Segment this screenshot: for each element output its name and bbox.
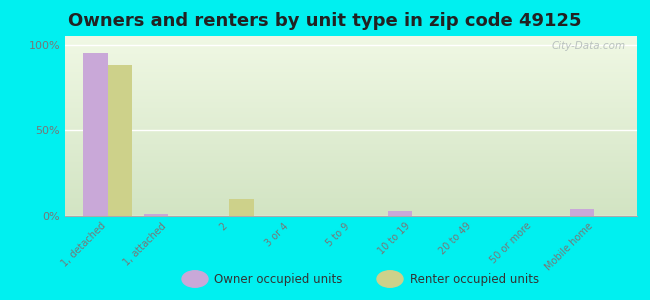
Bar — [108, 65, 132, 216]
Bar — [83, 53, 108, 216]
Text: Owner occupied units: Owner occupied units — [214, 272, 343, 286]
Bar — [570, 209, 594, 216]
Bar — [229, 199, 254, 216]
Bar — [144, 214, 168, 216]
Text: City-Data.com: City-Data.com — [551, 41, 625, 51]
Text: Renter occupied units: Renter occupied units — [410, 272, 539, 286]
Bar — [387, 211, 412, 216]
Text: Owners and renters by unit type in zip code 49125: Owners and renters by unit type in zip c… — [68, 12, 582, 30]
